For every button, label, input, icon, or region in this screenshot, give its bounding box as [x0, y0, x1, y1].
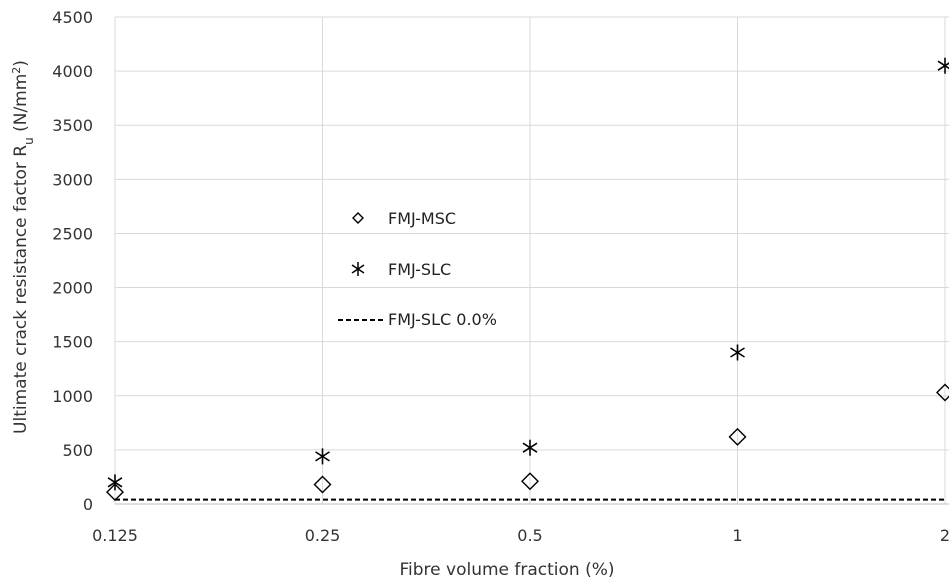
y-tick-label: 1000 [52, 387, 93, 406]
y-tick-label: 4000 [52, 62, 93, 81]
x-tick-label: 1 [732, 526, 742, 545]
diamond-marker [313, 475, 332, 494]
y-tick-label: 0 [83, 495, 93, 514]
y-axis-title-main: Ultimate crack resistance factor R [11, 145, 31, 434]
diamond-marker [106, 483, 124, 502]
grid [114, 16, 949, 504]
diamond-marker [728, 427, 747, 446]
y-axis-title-superscript: 2 [10, 67, 23, 74]
asterisk-marker [730, 344, 745, 361]
legend-item-slc-zero: FMJ-SLC 0.0% [338, 310, 497, 329]
y-axis-title: Ultimate crack resistance factor Ru (N/m… [10, 60, 37, 434]
y-tick-label: 2000 [52, 279, 93, 298]
legend-diamond-marker [352, 212, 364, 224]
legend-item-msc: FMJ-MSC [352, 209, 456, 228]
y-tick-label: 3000 [52, 170, 93, 189]
x-tick-label: 0.5 [517, 526, 542, 545]
y-tick-label: 4500 [52, 8, 93, 27]
asterisk-marker [937, 57, 949, 74]
y-tick-label: 1500 [52, 333, 93, 352]
legend: FMJ-MSC FMJ-SLC FMJ-SLC 0.0% [338, 209, 497, 329]
y-tick-label: 2500 [52, 224, 93, 243]
x-tick-labels: 0.125 0.25 0.5 1 2 [92, 526, 949, 545]
x-tick-label: 0.25 [305, 526, 341, 545]
y-tick-label: 3500 [52, 116, 93, 135]
y-tick-label: 500 [62, 441, 93, 460]
asterisk-marker [315, 448, 330, 465]
x-tick-label: 0.125 [92, 526, 138, 545]
legend-asterisk-marker [351, 262, 365, 276]
x-axis-title: Fibre volume fraction (%) [399, 560, 614, 580]
asterisk-marker [107, 474, 123, 491]
legend-label-msc: FMJ-MSC [388, 209, 456, 228]
x-tick-label: 2 [940, 526, 949, 545]
y-axis-title-subscript: u [22, 137, 36, 145]
asterisk-marker [522, 439, 538, 456]
y-tick-labels: 0 500 1000 1500 2000 2500 3000 3500 4000 4500 [52, 8, 93, 514]
legend-item-slc: FMJ-SLC [351, 260, 451, 279]
series-layer [106, 57, 949, 502]
legend-label-slc-zero: FMJ-SLC 0.0% [388, 310, 497, 329]
diamond-marker [936, 383, 949, 402]
diamond-marker [521, 472, 539, 491]
legend-label-slc: FMJ-SLC [388, 260, 451, 279]
y-axis-title-unit: (N/mm [11, 74, 31, 138]
y-axis-title-unit-close: ) [11, 60, 31, 67]
